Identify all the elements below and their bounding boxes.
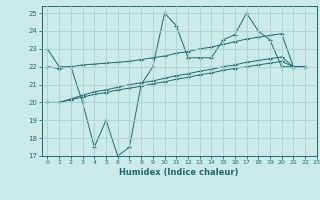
X-axis label: Humidex (Indice chaleur): Humidex (Indice chaleur)	[119, 168, 239, 177]
